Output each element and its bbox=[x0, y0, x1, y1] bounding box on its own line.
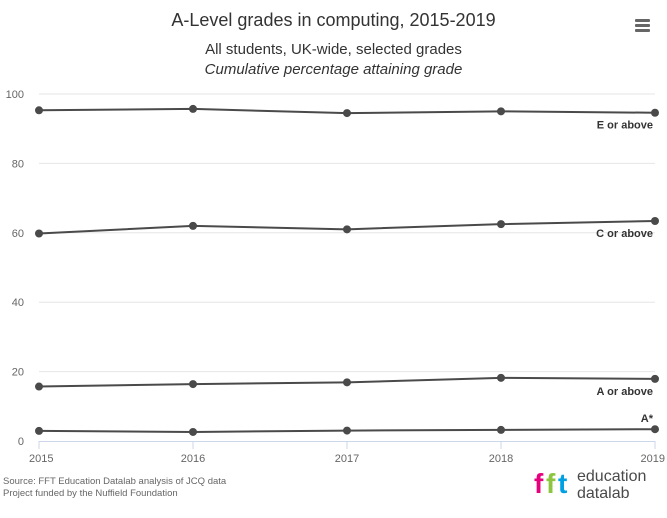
data-point-c-or-above bbox=[651, 217, 659, 226]
svg-text:t: t bbox=[558, 468, 567, 499]
data-point-c-or-above bbox=[497, 220, 505, 229]
y-tick-label: 40 bbox=[12, 297, 24, 309]
x-tick-label: 2018 bbox=[489, 453, 513, 465]
chart-subtitle: All students, UK-wide, selected grades bbox=[205, 41, 462, 58]
y-tick-label: 0 bbox=[18, 436, 24, 448]
data-point-c-or-above bbox=[189, 221, 197, 230]
x-tick-label: 2015 bbox=[29, 453, 53, 465]
data-point-a bbox=[343, 426, 351, 435]
y-tick-label: 60 bbox=[12, 228, 24, 240]
logo-line-education: education bbox=[577, 468, 647, 485]
hamburger-menu-icon[interactable] bbox=[632, 16, 654, 36]
series-label-a: A* bbox=[641, 413, 654, 425]
y-tick-label: 80 bbox=[12, 158, 24, 170]
series-label-e-or-above: E or above bbox=[597, 120, 653, 132]
data-point-a-or-above bbox=[35, 382, 43, 391]
chart-credits[interactable]: Source: FFT Education Datalab analysis o… bbox=[3, 476, 226, 500]
svg-text:f: f bbox=[546, 468, 556, 499]
data-point-e-or-above bbox=[35, 106, 43, 115]
series-group: E or above C or above A or above A* bbox=[35, 104, 659, 436]
data-point-a-or-above bbox=[651, 374, 659, 383]
x-tick-label: 2016 bbox=[181, 453, 205, 465]
data-point-a bbox=[35, 426, 43, 435]
data-point-e-or-above bbox=[189, 104, 197, 113]
x-tick-label: 2017 bbox=[335, 453, 359, 465]
fft-logo-mark-icon: f f t bbox=[534, 468, 567, 499]
axes: 0 20 40 60 80 100 2015 2016 2017 2018 2019 bbox=[6, 89, 665, 465]
data-point-e-or-above bbox=[651, 108, 659, 117]
logo-wordmark: education datalab bbox=[577, 468, 646, 502]
data-point-c-or-above bbox=[343, 225, 351, 234]
data-point-a-or-above bbox=[189, 380, 197, 389]
series-label-c-or-above: C or above bbox=[596, 228, 653, 240]
data-point-c-or-above bbox=[35, 229, 43, 238]
svg-text:f: f bbox=[534, 468, 544, 499]
data-point-a bbox=[189, 427, 197, 436]
logo-line-datalab: datalab bbox=[577, 485, 630, 502]
data-point-e-or-above bbox=[343, 109, 351, 118]
y-tick-label: 20 bbox=[12, 367, 24, 379]
data-point-a bbox=[497, 425, 505, 434]
data-point-a-or-above bbox=[497, 373, 505, 382]
data-point-a bbox=[651, 425, 659, 434]
data-point-a-or-above bbox=[343, 378, 351, 387]
credits-source: Source: FFT Education Datalab analysis o… bbox=[3, 476, 227, 487]
credits-funding: Project funded by the Nuffield Foundatio… bbox=[3, 488, 178, 499]
series-label-a-or-above: A or above bbox=[597, 386, 653, 398]
y-tick-label: 100 bbox=[6, 89, 24, 101]
x-tick-label: 2019 bbox=[641, 453, 665, 465]
data-point-e-or-above bbox=[497, 107, 505, 116]
chart-title: A-Level grades in computing, 2015-2019 bbox=[171, 10, 496, 30]
chart-subtitle-italic: Cumulative percentage attaining grade bbox=[204, 61, 463, 78]
fft-education-datalab-logo: f f t education datalab bbox=[533, 466, 665, 506]
